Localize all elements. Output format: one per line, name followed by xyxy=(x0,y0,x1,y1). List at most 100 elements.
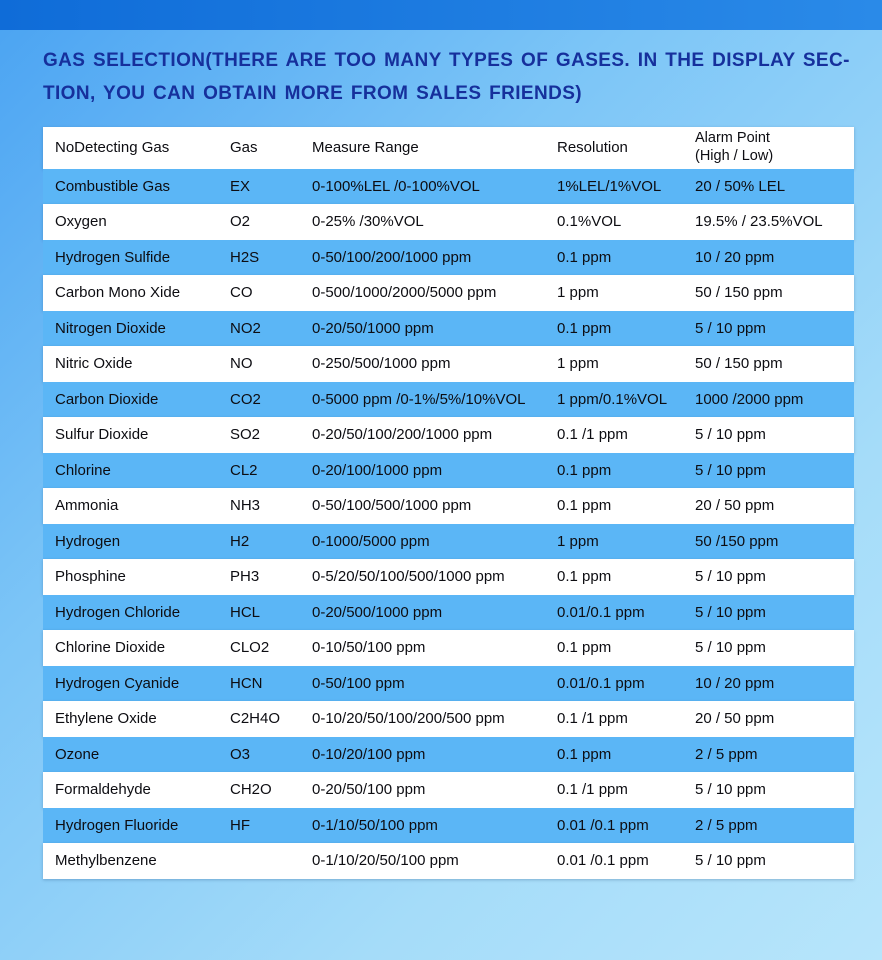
header-gas-symbol: Gas xyxy=(230,139,258,156)
cell-gas-name: Chlorine Dioxide xyxy=(55,639,166,657)
cell-alarm-point: 20 / 50% LEL xyxy=(695,177,786,195)
cell-alarm-point: 5 / 10 ppm xyxy=(695,568,766,586)
table-row: Chlorine CL2 0-20/100/1000 ppm 0.1 ppm 5 / 1… xyxy=(43,452,854,488)
cell-resolution: 0.1 ppm xyxy=(557,248,612,266)
cell-alarm-point: 2 / 5 ppm xyxy=(695,745,758,763)
cell-resolution: 0.1 ppm xyxy=(557,745,612,763)
cell-gas-symbol: CL2 xyxy=(230,461,258,479)
cell-gas-name: Formaldehyde xyxy=(55,781,151,799)
cell-resolution: 0.1 ppm xyxy=(557,319,612,337)
header-detecting-gas: NoDetecting Gas xyxy=(55,139,170,156)
cell-gas-name: Hydrogen Fluoride xyxy=(55,816,179,834)
cell-resolution: 1%LEL/1%VOL xyxy=(557,177,662,195)
table-row: Phosphine PH3 0-5/20/50/100/500/1000 ppm 0.… xyxy=(43,559,854,595)
cell-measure-range: 0-20/500/1000 ppm xyxy=(312,603,443,621)
cell-resolution: 1 ppm xyxy=(557,284,599,302)
cell-alarm-point: 50 / 150 ppm xyxy=(695,284,783,302)
page: GAS SELECTION(THERE ARE TOO MANY TYPES O… xyxy=(0,0,882,879)
cell-alarm-point: 1000 /2000 ppm xyxy=(695,390,804,408)
cell-gas-symbol: EX xyxy=(230,177,251,195)
cell-gas-name: Ozone xyxy=(55,745,100,763)
cell-gas-symbol: CLO2 xyxy=(230,639,270,657)
cell-alarm-point: 5 / 10 ppm xyxy=(695,639,766,657)
cell-gas-name: Nitrogen Dioxide xyxy=(55,319,166,337)
cell-resolution: 0.01 /0.1 ppm xyxy=(557,816,649,834)
cell-resolution: 0.1 ppm xyxy=(557,568,612,586)
cell-gas-symbol: C2H4O xyxy=(230,710,281,728)
cell-resolution: 0.1 ppm xyxy=(557,639,612,657)
cell-gas-symbol: O2 xyxy=(230,213,251,231)
cell-resolution: 1 ppm xyxy=(557,355,599,373)
header-alarm-point: Alarm Point (High / Low) xyxy=(695,130,854,165)
table-header-row: NoDetecting Gas Gas Measure Range Resolu… xyxy=(43,126,854,169)
cell-measure-range: 0-1000/5000 ppm xyxy=(312,532,430,550)
table-row: Methylbenzene 0-1/10/20/50/100 ppm 0.01 /0… xyxy=(43,843,854,879)
table-row: Chlorine Dioxide CLO2 0-10/50/100 ppm 0.1 p… xyxy=(43,630,854,666)
cell-gas-name: Hydrogen Sulfide xyxy=(55,248,171,266)
cell-resolution: 0.01/0.1 ppm xyxy=(557,674,645,692)
cell-gas-symbol: PH3 xyxy=(230,568,260,586)
cell-measure-range: 0-10/20/50/100/200/500 ppm xyxy=(312,710,505,728)
cell-measure-range: 0-50/100/500/1000 ppm xyxy=(312,497,472,515)
cell-gas-name: Methylbenzene xyxy=(55,852,157,870)
cell-gas-symbol: SO2 xyxy=(230,426,261,444)
table-row: Ammonia NH3 0-50/100/500/1000 ppm 0.1 ppm 20… xyxy=(43,488,854,524)
cell-resolution: 0.1 /1 ppm xyxy=(557,426,628,444)
cell-resolution: 1 ppm xyxy=(557,532,599,550)
cell-measure-range: 0-500/1000/2000/5000 ppm xyxy=(312,284,497,302)
cell-gas-symbol: CO2 xyxy=(230,390,261,408)
cell-measure-range: 0-20/50/100 ppm xyxy=(312,781,426,799)
cell-alarm-point: 50 / 150 ppm xyxy=(695,355,783,373)
cell-resolution: 0.1 /1 ppm xyxy=(557,781,628,799)
header-measure-range: Measure Range xyxy=(312,139,419,156)
table-row: Hydrogen Sulfide H2S 0-50/100/200/1000 ppm… xyxy=(43,239,854,275)
cell-measure-range: 0-250/500/1000 ppm xyxy=(312,355,451,373)
cell-measure-range: 0-100%LEL /0-100%VOL xyxy=(312,177,480,195)
cell-alarm-point: 5 / 10 ppm xyxy=(695,781,766,799)
table-row: Hydrogen H2 0-1000/5000 ppm 1 ppm 50 /150 pp… xyxy=(43,523,854,559)
cell-gas-name: Hydrogen Cyanide xyxy=(55,674,180,692)
top-banner xyxy=(0,0,882,30)
cell-gas-symbol: O3 xyxy=(230,745,251,763)
cell-alarm-point: 19.5% / 23.5%VOL xyxy=(695,213,823,231)
cell-gas-name: Hydrogen xyxy=(55,532,121,550)
cell-resolution: 0.1 /1 ppm xyxy=(557,710,628,728)
cell-alarm-point: 20 / 50 ppm xyxy=(695,497,775,515)
cell-alarm-point: 5 / 10 ppm xyxy=(695,852,766,870)
cell-gas-symbol: HF xyxy=(230,816,250,834)
cell-gas-name: Combustible Gas xyxy=(55,177,171,195)
cell-gas-symbol: H2S xyxy=(230,248,260,266)
cell-resolution: 0.1%VOL xyxy=(557,213,622,231)
cell-measure-range: 0-5000 ppm /0-1%/5%/10%VOL xyxy=(312,390,526,408)
cell-measure-range: 0-10/50/100 ppm xyxy=(312,639,426,657)
cell-gas-name: Phosphine xyxy=(55,568,126,586)
cell-measure-range: 0-50/100/200/1000 ppm xyxy=(312,248,472,266)
cell-gas-name: Carbon Mono Xide xyxy=(55,284,181,302)
cell-gas-name: Carbon Dioxide xyxy=(55,390,159,408)
table-row: Carbon Mono Xide CO 0-500/1000/2000/5000 p… xyxy=(43,275,854,311)
cell-gas-symbol: NO2 xyxy=(230,319,261,337)
cell-alarm-point: 5 / 10 ppm xyxy=(695,603,766,621)
cell-measure-range: 0-25% /30%VOL xyxy=(312,213,424,231)
table-body: Combustible Gas EX 0-100%LEL /0-100%VOL 1%L… xyxy=(43,168,854,879)
cell-alarm-point: 50 /150 ppm xyxy=(695,532,779,550)
page-title-line1: GAS SELECTION(THERE ARE TOO MANY TYPES O… xyxy=(43,50,850,71)
cell-measure-range: 0-20/50/100/200/1000 ppm xyxy=(312,426,493,444)
cell-gas-name: Ammonia xyxy=(55,497,119,515)
table-row: Nitrogen Dioxide NO2 0-20/50/1000 ppm 0.1 p… xyxy=(43,310,854,346)
table-row: Formaldehyde CH2O 0-20/50/100 ppm 0.1 /1 pp… xyxy=(43,772,854,808)
cell-resolution: 0.1 ppm xyxy=(557,461,612,479)
cell-alarm-point: 20 / 50 ppm xyxy=(695,710,775,728)
cell-measure-range: 0-1/10/50/100 ppm xyxy=(312,816,438,834)
cell-gas-symbol: NH3 xyxy=(230,497,261,515)
cell-alarm-point: 10 / 20 ppm xyxy=(695,248,775,266)
cell-gas-symbol: HCL xyxy=(230,603,261,621)
cell-alarm-point: 5 / 10 ppm xyxy=(695,426,766,444)
gas-specification-table: NoDetecting Gas Gas Measure Range Resolu… xyxy=(43,126,854,879)
content-area: GAS SELECTION(THERE ARE TOO MANY TYPES O… xyxy=(0,30,882,879)
cell-resolution: 1 ppm/0.1%VOL xyxy=(557,390,668,408)
table-row: Hydrogen Fluoride HF 0-1/10/50/100 ppm 0.01… xyxy=(43,807,854,843)
cell-resolution: 0.1 ppm xyxy=(557,497,612,515)
cell-gas-name: Ethylene Oxide xyxy=(55,710,157,728)
cell-gas-symbol: H2 xyxy=(230,532,250,550)
